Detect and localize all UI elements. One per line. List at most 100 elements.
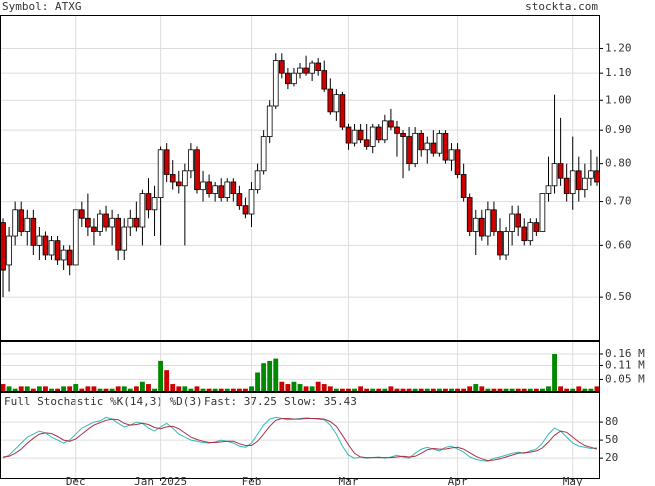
volume-bar [376,388,382,391]
volume-bar [564,388,570,391]
candle-body [212,185,218,194]
candle-body [303,67,309,74]
volume-bar [79,388,85,391]
volume-bar [370,388,376,391]
volume-bar [182,386,188,391]
candle-body [491,209,497,232]
candle-body [242,205,249,215]
candle-body [60,249,67,261]
volume-bar [424,388,430,391]
volume-bar [170,384,176,391]
candle-body [345,126,352,144]
candle-body [594,170,600,183]
volume-bar [546,386,551,391]
volume-bar [133,386,139,391]
candle-body [539,193,546,232]
volume-bar [127,388,133,391]
volume-bar [43,386,48,391]
volume-bar [158,360,164,391]
volume-bar [255,372,260,391]
candle-body [315,62,322,72]
volume-bar [249,386,254,391]
candle-body [121,226,128,251]
y-tick-label: 0.70 [605,195,632,208]
candle-body [36,235,43,246]
candle-body [66,249,73,266]
y-tick-label: 0.60 [605,238,632,251]
volume-bar [0,384,6,391]
volume-bar [467,386,473,391]
candle-body [103,213,109,228]
x-tick-label: May [563,475,583,486]
volume-bar [352,388,357,391]
y-tick-label: 80 [605,415,618,428]
candle-body [115,217,122,251]
volume-bar [115,386,121,391]
symbol: Symbol: ATXG [2,0,81,13]
candle-body [0,222,6,271]
candle-body [127,217,134,228]
candle-body [503,231,509,256]
candle-body [182,170,188,187]
y-tick-label: 0.11 M [605,359,645,372]
volume-bar [30,388,36,391]
candle-body [382,120,388,141]
volume-bar [55,388,60,391]
candle-body [412,132,418,165]
volume-bar [279,381,285,391]
volume-bar [91,386,97,391]
candle-body [521,226,528,242]
volume-bar [297,384,303,391]
volume-bar [521,388,527,391]
candle-body [254,170,261,191]
volume-bar [594,386,600,391]
volume-bar [236,388,242,391]
candle-body [163,149,170,175]
panel-frame [0,341,600,392]
candle-body [133,217,140,228]
candle-body [321,70,328,90]
candle-body [400,132,406,137]
volume-bar [327,386,333,391]
volume-bar [97,388,103,391]
candle-body [194,149,200,191]
volume-bar [18,386,24,391]
candle-body [509,213,515,232]
candle-body [582,177,588,191]
volume-bar [406,388,412,391]
volume-bar [285,384,291,391]
candle-body [272,60,279,107]
candle-body [588,170,594,179]
volume-bar [224,388,230,391]
candle-body [266,105,273,137]
volume-bar [346,388,351,391]
volume-bar [188,388,194,391]
candle-body [18,209,25,232]
candle-body [363,139,370,147]
volume-bar [533,388,539,391]
candle-body [297,67,303,74]
candle-body [48,240,55,256]
volume-bar [540,388,545,391]
volume-bar [267,360,273,391]
candle-body [24,217,31,232]
volume-bar [261,363,267,391]
candle-body [497,231,503,256]
candle-body [218,185,225,198]
candle-body [472,217,479,232]
x-tick-label: Mar [339,475,359,486]
candle-body [224,181,231,198]
volume-bar [164,370,170,391]
candle-body [206,181,212,194]
candle-body [78,209,85,219]
candle-body [97,213,103,232]
candle-body [200,181,206,191]
volume-bar [497,388,503,391]
candle-body [454,149,461,175]
candle-body [230,181,237,194]
volume-bar [194,386,200,391]
volume-bar [558,386,564,391]
volume-bar [479,386,485,391]
volume-bar [85,386,91,391]
candle-body [139,193,146,228]
